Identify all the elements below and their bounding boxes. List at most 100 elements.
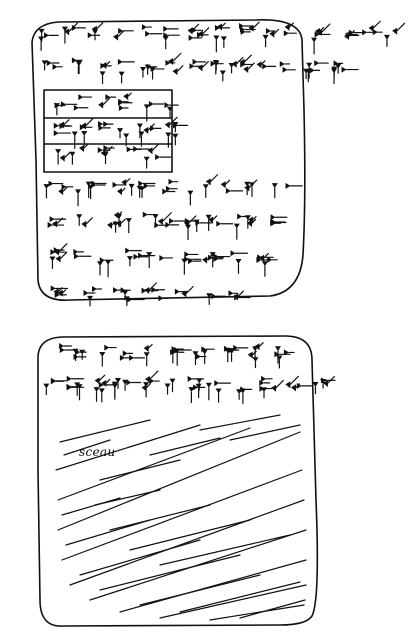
cuneiform-sign [38,28,59,51]
cuneiform-sign [256,60,277,70]
cuneiform-sign [141,370,160,398]
cuneiform-sign [71,117,94,149]
cuneiform-sign [383,22,406,47]
cuneiform-sign [111,378,142,400]
hatch-line [159,584,307,619]
cuneiform-sign [230,250,248,274]
cuneiform-sign [113,27,134,41]
cuneiform-sign [143,143,172,169]
hatch-line [179,581,301,613]
cuneiform-sign [262,27,280,48]
cuneiform-sign [239,21,260,35]
cuneiform-sign [331,60,359,85]
cuneiform-sign [164,378,176,395]
hatch-line [69,499,305,586]
cuneiform-sign [233,213,257,240]
hatch-line [129,519,251,551]
cuneiform-sign [279,60,296,73]
cuneiform-sign [162,178,179,195]
cuneiform-sign [256,252,278,277]
cuneiform-sign [285,375,313,392]
hatch-line [209,604,305,621]
cuneiform-sign [205,380,231,403]
cuneiform-sign [202,252,231,268]
hatch-line [55,424,201,471]
cuneiform-sign [247,342,264,369]
hatch-line [149,437,221,456]
cuneiform-sign [47,216,67,229]
hatch-line [63,439,111,456]
cuneiform-sign [274,346,295,369]
cuneiform-sign [283,22,297,37]
cuneiform-sign [72,348,87,361]
cuneiform-sign [213,22,231,53]
cuneiform-sign [220,179,244,194]
cuneiform-sign [112,178,131,196]
cuneiform-sign [165,52,184,76]
hatch-line [61,497,121,516]
cuneiform-sign [73,94,93,111]
cuneiform-sign [55,149,71,165]
hatch-line [99,554,241,591]
cuneiform-sign [97,145,115,165]
cuneiform-sign [43,377,67,396]
cuneiform-sign [126,145,150,153]
hatch-line [119,559,307,613]
cuneiform-sign [189,58,209,72]
cuneiform-sign [141,24,163,37]
cuneiform-sign [223,344,249,363]
cuneiform-sign [152,212,186,229]
hatch-line [139,574,261,606]
cuneiform-sign [303,60,329,83]
cuneiform-sign [83,285,103,307]
cuneiform-sign [205,214,234,231]
cuneiform-sign [99,344,117,367]
hatch-line [199,414,281,431]
cuneiform-sign [49,243,68,269]
cuneiform-sign [136,123,162,147]
cuneiform-sign [69,143,89,165]
cuneiform-sign [125,211,158,234]
hatch-line [229,424,301,441]
cuneiform-sign [75,180,107,207]
cuneiform-sign [181,251,202,275]
cuneiform-sign [71,57,83,75]
reverse-outline [37,335,319,627]
cuneiform-sign [117,128,130,147]
hatch-line [57,431,301,531]
cuneiform-sign [107,211,126,233]
hatch-line [57,427,251,501]
hatch-line [94,489,161,506]
cuneiform-sign [118,92,133,111]
cuneiform-sign [125,247,156,267]
hatch-line [239,599,306,619]
cuneiform-sign [311,23,331,55]
hatch-line [109,504,211,531]
cuneiform-sign [187,375,206,404]
cuneiform-sign [61,22,86,44]
cuneiform-sign [98,94,117,109]
obverse-outline [31,19,306,301]
cuneiform-sign [143,343,153,367]
cuneiform-sign [141,282,169,302]
cuneiform-sign [362,20,383,36]
cuneiform-sign [162,25,180,50]
cuneiform-sign [113,287,145,307]
cuneiform-sign [53,119,73,137]
cuneiform-sign [50,285,69,298]
cuneiform-sign [312,375,336,395]
cuneiform-sign [270,214,288,227]
cuneiform-sign [143,100,165,122]
hatch-line [65,519,151,546]
cuneiform-sign [236,386,253,404]
cuneiform-signs [38,20,406,404]
seal-hatching [55,414,307,621]
cuneiform-sign [174,285,194,298]
cuneiform-sign [187,23,210,41]
cuneiform-sign [76,214,93,228]
cuneiform-sign [210,60,226,82]
cuneiform-sign [169,346,192,366]
hatch-line [59,419,151,443]
cuneiform-sign [117,58,135,84]
